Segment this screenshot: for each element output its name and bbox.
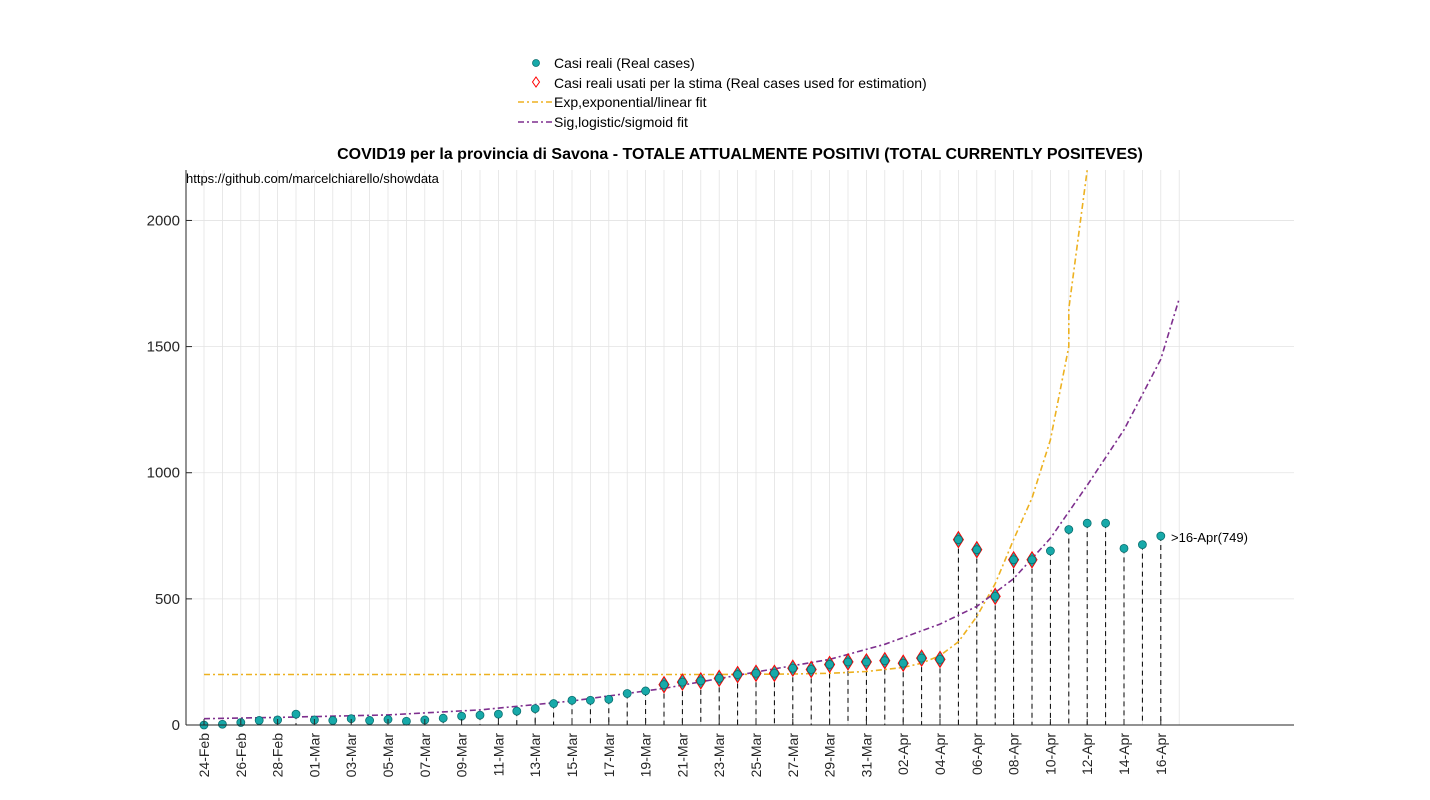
legend-label-exp: Exp,exponential/linear fit xyxy=(554,94,707,110)
real-case-point xyxy=(549,699,558,708)
x-tick-label: 29-Mar xyxy=(822,733,838,778)
real-case-point xyxy=(990,591,1000,601)
real-case-point xyxy=(1138,540,1147,550)
x-tick-label: 05-Mar xyxy=(380,733,396,778)
real-case-point xyxy=(641,686,650,696)
x-tick-label: 25-Mar xyxy=(748,733,764,778)
real-case-point xyxy=(401,716,411,726)
x-tick-label: 04-Apr xyxy=(932,733,948,775)
real-case-point xyxy=(1082,518,1092,528)
real-case-point xyxy=(567,695,577,705)
fit-curves xyxy=(203,169,1180,720)
real-case-point xyxy=(291,709,301,719)
real-case-point xyxy=(604,694,614,704)
legend-marker-used xyxy=(531,76,541,88)
real-case-point xyxy=(825,660,834,669)
x-tick-label: 13-Mar xyxy=(527,733,543,778)
legend-marker-real xyxy=(532,59,540,67)
legend-label-real: Casi reali (Real cases) xyxy=(554,55,695,71)
real-case-point xyxy=(770,668,779,678)
real-case-point xyxy=(954,535,963,544)
x-tick-label: 10-Apr xyxy=(1042,733,1058,775)
real-case-point xyxy=(1119,544,1129,553)
data-markers xyxy=(199,518,1166,730)
real-case-point xyxy=(1064,525,1074,534)
x-tick-label: 16-Apr xyxy=(1153,733,1169,775)
x-tick-label: 08-Apr xyxy=(1006,733,1022,775)
y-tick-label: 500 xyxy=(155,591,180,608)
real-case-point xyxy=(678,677,687,687)
x-tick-label: 21-Mar xyxy=(674,733,690,778)
real-case-point xyxy=(586,695,595,705)
real-case-point xyxy=(530,704,540,714)
real-case-point xyxy=(438,713,448,723)
real-case-point xyxy=(217,719,227,729)
real-case-point xyxy=(972,545,982,555)
real-case-point xyxy=(714,673,724,683)
real-case-point xyxy=(1101,518,1110,528)
x-tick-label: 23-Mar xyxy=(711,733,727,778)
real-case-point xyxy=(512,706,522,716)
real-case-point xyxy=(806,665,816,674)
x-tick-label: 26-Feb xyxy=(233,733,249,778)
real-case-point xyxy=(622,689,632,698)
x-tick-label: 17-Mar xyxy=(601,733,617,778)
y-tick-label: 1500 xyxy=(147,339,180,356)
real-case-point xyxy=(1046,546,1055,556)
real-case-point xyxy=(751,668,761,678)
x-tick-label: 12-Apr xyxy=(1079,733,1095,775)
real-case-point xyxy=(880,656,890,666)
sig-fit-line xyxy=(203,298,1180,720)
axes-frame xyxy=(186,170,1294,725)
x-tick-label: 19-Mar xyxy=(638,733,654,778)
x-tick-label: 06-Apr xyxy=(969,733,985,775)
x-tick-label: 28-Feb xyxy=(270,733,286,778)
x-tick-label: 07-Mar xyxy=(417,733,433,778)
real-case-point xyxy=(898,658,908,668)
chart-title: COVID19 per la provincia di Savona - TOT… xyxy=(337,146,1143,163)
x-ticks: 24-Feb 26-Feb 28-Feb 01-Mar 03-Mar 05-Mar 07-M… xyxy=(196,719,1169,777)
real-case-point xyxy=(788,663,798,673)
x-tick-label: 01-Mar xyxy=(306,733,322,778)
x-tick-label: 11-Mar xyxy=(490,733,506,777)
real-case-point xyxy=(493,709,503,719)
x-tick-label: 02-Apr xyxy=(895,733,911,775)
x-tick-label: 03-Mar xyxy=(343,733,359,778)
data-label-last: >16-Apr(749) xyxy=(1171,530,1248,545)
legend: Casi reali (Real cases) Casi reali usati… xyxy=(518,55,927,130)
real-case-point xyxy=(1009,555,1018,565)
real-case-point xyxy=(843,657,853,667)
real-case-point xyxy=(457,711,467,721)
real-case-point xyxy=(365,716,375,725)
real-case-point xyxy=(659,680,669,690)
y-tick-label: 1000 xyxy=(147,465,180,482)
y-ticks: 0 500 1000 1500 2000 xyxy=(147,212,192,734)
legend-label-sig: Sig,logistic/sigmoid fit xyxy=(554,114,688,130)
real-case-point xyxy=(696,676,706,686)
x-tick-label: 09-Mar xyxy=(454,733,470,778)
real-case-point xyxy=(475,710,485,720)
x-tick-label: 24-Feb xyxy=(196,733,212,778)
real-case-point xyxy=(328,716,338,725)
real-case-point xyxy=(935,655,945,664)
exp-fit-line xyxy=(204,169,1088,676)
x-tick-label: 15-Mar xyxy=(564,733,580,778)
real-case-point xyxy=(733,670,742,679)
y-tick-label: 2000 xyxy=(147,212,180,229)
real-case-point xyxy=(1027,555,1037,565)
x-tick-label: 27-Mar xyxy=(785,733,801,778)
real-case-point xyxy=(1156,531,1166,541)
y-tick-label: 0 xyxy=(172,717,180,734)
grid-lines xyxy=(186,170,1294,726)
x-tick-label: 31-Mar xyxy=(858,733,874,778)
real-case-point xyxy=(917,653,926,663)
source-url: https://github.com/marcelchiarello/showd… xyxy=(186,171,440,186)
legend-label-used: Casi reali usati per la stima (Real case… xyxy=(554,75,927,91)
x-tick-label: 14-Apr xyxy=(1116,733,1132,775)
real-case-point xyxy=(862,657,871,667)
real-case-point xyxy=(254,716,264,725)
